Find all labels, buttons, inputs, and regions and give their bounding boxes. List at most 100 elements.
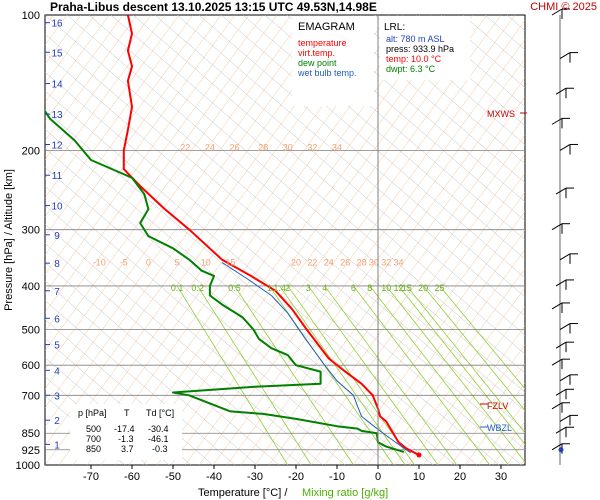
series-layer	[45, 15, 422, 458]
legend-item-temperature: temperature	[298, 38, 347, 48]
mixing-ratio-line	[398, 285, 525, 445]
altitude-tick-label: 3	[54, 391, 60, 402]
saturation-adiabat-line	[520, 459, 525, 465]
saturation-adiabat-line	[45, 15, 152, 160]
saturation-adiabat-line	[45, 15, 278, 332]
saturation-adiabat-line	[380, 268, 525, 465]
wind-barb-staff	[555, 87, 567, 95]
isotherm-label: 28	[258, 142, 268, 152]
wind-barb-staff	[555, 341, 567, 349]
mixing-ratio-line	[406, 285, 525, 434]
lrl-alt: alt: 780 m ASL	[386, 34, 445, 44]
wind-barbs	[551, 8, 578, 454]
legend: EMAGRAM temperature virt.temp. dew point…	[292, 16, 374, 106]
dry-adiabat-line	[529, 15, 600, 465]
temperature-tick-label: 0	[375, 471, 381, 483]
wind-barb-staff	[559, 144, 571, 151]
marker-fzlv-label: FZLV	[487, 401, 508, 411]
series-line-dew-point	[45, 109, 405, 453]
mixing-ratio-line	[176, 285, 289, 465]
levels-table-box	[70, 404, 182, 460]
wind-barb-staff	[551, 223, 563, 231]
mixing-ratio-label: 0.5	[228, 283, 241, 293]
lrl-temp: temp: 10.0 °C	[386, 54, 442, 64]
dry-adiabat-line	[45, 128, 434, 465]
saturation-adiabat-line	[198, 20, 525, 465]
saturation-adiabat-line	[128, 15, 460, 465]
altitude-tick-label: 2	[54, 416, 60, 427]
isotherm-label: 28	[357, 257, 367, 267]
saturation-adiabat-line	[45, 15, 138, 141]
dry-adiabat-line	[374, 15, 525, 146]
isotherm-label: 24	[205, 142, 215, 152]
isotherm-label: 0	[146, 257, 151, 267]
dry-adiabat-line	[45, 90, 478, 465]
mixing-ratio-label: 10	[381, 283, 391, 293]
legend-box	[292, 16, 374, 106]
legend-item-virt-temp: virt.temp.	[298, 48, 335, 58]
dry-adiabat-line	[45, 376, 148, 465]
level-markers: MXWS FZLV WBZL	[480, 109, 527, 433]
pressure-tick-label: 200	[22, 145, 40, 157]
wind-barb-staff	[551, 402, 563, 410]
table-row-700-t: -1.3	[118, 434, 134, 444]
dry-adiabat-line	[45, 319, 214, 465]
table-row-700-td: -46.1	[148, 434, 169, 444]
wind-barb-staff	[559, 323, 571, 330]
saturation-adiabat-line	[324, 191, 525, 465]
isotherm-label: 34	[332, 142, 342, 152]
dry-adiabat-line	[110, 15, 525, 374]
dry-adiabat-line	[45, 281, 258, 465]
mixing-ratio-line	[307, 285, 439, 465]
temperature-tick-label: -20	[288, 471, 304, 483]
pressure-tick-label: 700	[22, 390, 40, 402]
wind-barb-staff	[559, 253, 571, 261]
dry-adiabat-line	[198, 15, 525, 298]
saturation-adiabat-line	[310, 172, 525, 465]
altitude-tick-label: 12	[51, 141, 63, 152]
dry-adiabat-line	[45, 357, 170, 465]
wind-barb-staff	[555, 279, 567, 287]
altitude-tick-label: 15	[51, 48, 63, 59]
saturation-adiabat-line	[45, 15, 222, 256]
mixing-ratio-line	[385, 285, 525, 463]
dry-adiabat-line	[45, 205, 346, 465]
isotherm-label: 26	[340, 257, 350, 267]
dry-adiabat-line	[132, 15, 525, 355]
mixing-ratio-label: 25	[434, 283, 444, 293]
table-row-500-t: -17.4	[114, 424, 135, 434]
dry-adiabat-line	[352, 15, 525, 165]
isotherm-label: 24	[324, 257, 334, 267]
mixing-ratio-line	[439, 285, 525, 390]
dry-adiabat-line	[418, 15, 525, 108]
saturation-adiabat-line	[296, 153, 525, 465]
saturation-adiabat-line	[170, 15, 502, 465]
saturation-adiabat-line	[45, 15, 208, 237]
isotherm-label: 5	[175, 257, 180, 267]
saturation-adiabat-line	[338, 210, 525, 465]
mixing-ratio-line	[324, 285, 458, 465]
dry-adiabat-line	[176, 15, 525, 317]
isotherm-label: 30	[369, 257, 379, 267]
saturation-adiabat-line	[464, 382, 525, 465]
copyright: CHMI © 2025	[530, 1, 597, 13]
temperature-tick-label: -70	[83, 471, 99, 483]
lrl-dwpt: dwpt: 6.3 °C	[386, 64, 436, 74]
altitude-tick-label: 16	[51, 19, 63, 30]
pressure-tick-label: 925	[22, 445, 40, 457]
saturation-adiabat-line	[45, 15, 194, 218]
series-line-temperature	[122, 15, 420, 456]
saturation-adiabat-line	[100, 15, 432, 465]
dry-adiabat-line	[45, 15, 525, 431]
dry-adiabat-line	[45, 147, 412, 465]
saturation-adiabat-line	[45, 15, 264, 313]
temperature-tick-label: 20	[454, 471, 466, 483]
dry-adiabat-line	[154, 15, 525, 336]
altitude-tick-label: 9	[54, 231, 60, 242]
wind-barb-staff	[555, 388, 567, 396]
marker-mxws-label: MXWS	[487, 109, 515, 119]
dry-adiabat-line	[45, 166, 390, 465]
lrl-title: LRL:	[384, 22, 405, 33]
wind-surface-point	[558, 447, 564, 453]
